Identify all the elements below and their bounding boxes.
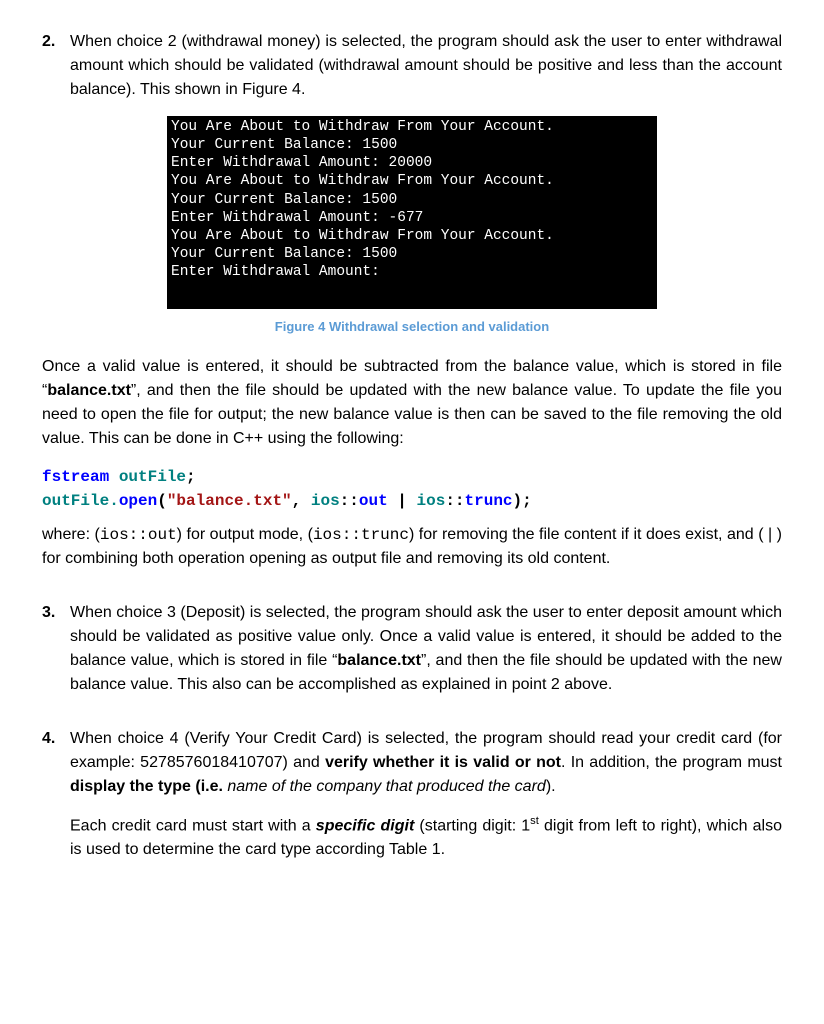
code-rparen: ) (513, 492, 523, 510)
terminal-line-7: You Are About to Withdraw From Your Acco… (171, 228, 554, 244)
item2-text-before: When choice 2 (withdrawal money) is sele… (70, 33, 782, 98)
code-snippet: fstream outFile; outFile.open("balance.t… (42, 465, 782, 513)
terminal-line-5: Your Current Balance: 1500 (171, 192, 397, 208)
item-body-2: When choice 2 (withdrawal money) is sele… (70, 30, 782, 102)
item4-specific-digit: specific digit (316, 817, 414, 834)
item4-italic: name of the company that produced the ca… (223, 778, 546, 795)
list-item-2: 2. When choice 2 (withdrawal money) is s… (42, 30, 782, 102)
item4-p2a: Each credit card must start with a (70, 817, 316, 834)
code-line-1: fstream outFile; (42, 465, 782, 489)
list-item-4: 4. When choice 4 (Verify Your Credit Car… (42, 727, 782, 862)
code-lparen: ( (157, 492, 167, 510)
code-semi2: ; (522, 492, 532, 510)
item2-text-after: Once a valid value is entered, it should… (42, 355, 782, 451)
code-colons1: :: (340, 492, 359, 510)
item4-bold2: display the type (i.e. (70, 778, 223, 795)
code-open: open (119, 492, 157, 510)
item-body-4: When choice 4 (Verify Your Credit Card) … (70, 727, 782, 862)
code-ios1: ios (311, 492, 340, 510)
explain-part1: where: ( (42, 526, 100, 543)
code-fstream: fstream (42, 468, 109, 486)
explain-ios-out: ios::out (100, 526, 177, 544)
item4-para1: When choice 4 (Verify Your Credit Card) … (70, 727, 782, 799)
code-out: out (359, 492, 388, 510)
code-comma: , (292, 492, 311, 510)
terminal-line-4: You Are About to Withdraw From Your Acco… (171, 173, 554, 189)
code-line-2: outFile.open("balance.txt", ios::out | i… (42, 489, 782, 513)
terminal-line-9: Enter Withdrawal Amount: (171, 264, 380, 280)
code-outfile: outFile (109, 468, 186, 486)
item4-p2b: (starting digit: 1 (414, 817, 530, 834)
code-ios2: ios (417, 492, 446, 510)
item-number-3: 3. (42, 601, 66, 697)
terminal-line-1: You Are About to Withdraw From Your Acco… (171, 119, 554, 135)
list-item-3: 3. When choice 3 (Deposit) is selected, … (42, 601, 782, 697)
balance-file-name: balance.txt (47, 382, 131, 399)
terminal-line-2: Your Current Balance: 1500 (171, 137, 397, 153)
terminal-line-8: Your Current Balance: 1500 (171, 246, 397, 262)
explain-part2: ) for output mode, ( (177, 526, 313, 543)
terminal-line-6: Enter Withdrawal Amount: -677 (171, 210, 423, 226)
code-outfile-dot: outFile. (42, 492, 119, 510)
code-colons2: :: (445, 492, 464, 510)
explain-ios-trunc: ios::trunc (313, 526, 409, 544)
item4-p1c: ). (546, 778, 556, 795)
item2-explain: where: (ios::out) for output mode, (ios:… (42, 523, 782, 571)
code-pipe: | (388, 492, 417, 510)
item-body-3: When choice 3 (Deposit) is selected, the… (70, 601, 782, 697)
terminal-figure-4: You Are About to Withdraw From Your Acco… (167, 116, 657, 309)
item4-sup: st (530, 815, 539, 827)
item4-para2: Each credit card must start with a speci… (70, 813, 782, 862)
item4-bold1: verify whether it is valid or not (325, 754, 561, 771)
item4-p1b: . In addition, the program must (561, 754, 782, 771)
code-semi1: ; (186, 468, 196, 486)
code-string: "balance.txt" (167, 492, 292, 510)
terminal-line-3: Enter Withdrawal Amount: 20000 (171, 155, 432, 171)
code-trunc: trunc (465, 492, 513, 510)
figure-4-caption: Figure 4 Withdrawal selection and valida… (42, 317, 782, 337)
item-number-4: 4. (42, 727, 66, 862)
item3-balance-file: balance.txt (337, 652, 421, 669)
item2-after-part2: ”, and then the file should be updated w… (42, 382, 782, 447)
item-number-2: 2. (42, 30, 66, 102)
